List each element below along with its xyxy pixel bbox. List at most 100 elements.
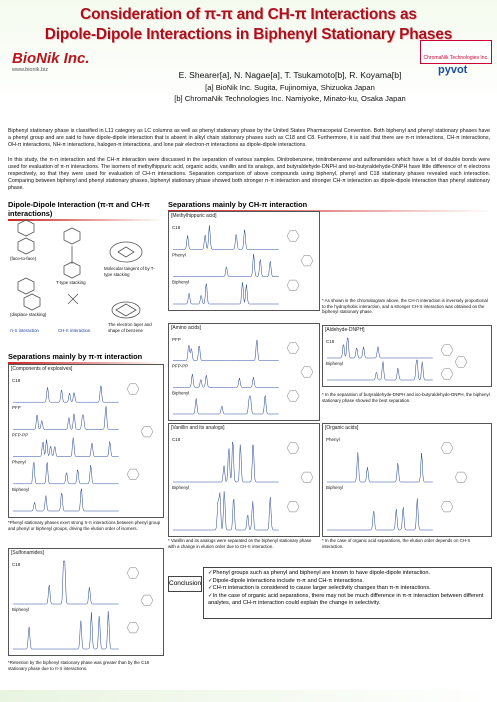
- column-name: Biphenyl: [12, 607, 29, 612]
- column-name: Biphenyl: [172, 280, 189, 285]
- structure: [286, 230, 300, 242]
- panel-label: [Amino acids]: [171, 325, 202, 331]
- chromatograms: C18 Phenyl Biphenyl: [172, 225, 314, 305]
- panel-label: [Vanillin and its analogs]: [171, 425, 225, 431]
- structure: [454, 471, 468, 483]
- diagram: [17, 219, 143, 319]
- column-name: C18: [172, 225, 181, 230]
- structure: [300, 366, 314, 378]
- chromatograms: C18 Biphenyl: [12, 560, 154, 650]
- structure: [286, 279, 300, 291]
- structure: [440, 442, 454, 454]
- chromatogram-panel: [Methylhippuric acid] C18 Phenyl Biphenyl: [168, 211, 320, 311]
- structure: [440, 368, 454, 380]
- structure: [126, 622, 140, 634]
- label: CH-π interaction: [58, 328, 91, 333]
- chromatogram-panel: [Amino acids] PFP PFP-PP Biphenyl: [168, 323, 320, 421]
- trace: [13, 437, 119, 457]
- conclusion-item: ✓Dipole-dipole interactions include π-π …: [208, 577, 364, 584]
- label: The electron layer and shape of benzene: [108, 322, 152, 333]
- trace: [13, 611, 119, 650]
- panel-label: [Components of explosives]: [11, 366, 73, 372]
- trace: [327, 359, 433, 381]
- section-title: Dipole-Dipole Interaction (π-π and CH-π …: [8, 200, 162, 221]
- column-name: Phenyl: [12, 460, 26, 465]
- structure: [286, 501, 300, 513]
- trace: [13, 385, 119, 403]
- column-name: PFP: [172, 337, 181, 342]
- column-name: Phenyl: [326, 437, 340, 442]
- conclusion-item: ✓In the case of organic acid separations…: [208, 592, 484, 607]
- structure: [140, 426, 154, 438]
- panel-label: [Aldehyde-DNPH]: [325, 327, 365, 333]
- section-title: Separations mainly by CH-π interaction: [168, 200, 492, 212]
- column-name: Biphenyl: [326, 485, 343, 490]
- intro: Biphenyl stationary phase is classified …: [8, 128, 490, 148]
- intro: In this study, the π-π interaction and t…: [8, 157, 490, 191]
- logo-url: www.bionik.biz: [12, 67, 49, 73]
- trace: [327, 498, 433, 531]
- column-name: Biphenyl: [172, 390, 189, 395]
- authors: E. Shearer[a], N. Nagae[a], T. Tsukamoto…: [178, 70, 402, 80]
- trace: [327, 337, 433, 359]
- chromatogram-panel: [Vanillin and its analogs] C18 Biphenyl: [168, 423, 320, 537]
- column-name: PFP-PP: [172, 364, 188, 369]
- note: * In the case of organic acid separation…: [322, 538, 471, 549]
- column-name: Biphenyl: [326, 361, 343, 366]
- column-name: C18: [172, 437, 181, 442]
- label: (face-to-face): [10, 256, 37, 261]
- column-name: C18: [12, 378, 21, 383]
- structure: [126, 383, 140, 395]
- panel-label: [Organic acids]: [325, 425, 359, 431]
- dipole-diagram: (face-to-face) T-type stacking Molecular…: [8, 212, 162, 342]
- trace: [173, 441, 279, 483]
- logo: BioNik Inc. www.bionik.biz: [12, 50, 122, 80]
- structure: [300, 471, 314, 483]
- chromatograms: C18 PFP PFP-PP Phenyl Biphenyl: [12, 378, 154, 512]
- column-name: Phenyl: [172, 252, 186, 257]
- structure: [440, 344, 454, 356]
- chromatogram-panel: [Organic acids] Phenyl Biphenyl: [322, 423, 492, 537]
- conclusion-label: Conclusion: [168, 576, 202, 592]
- structure: [286, 442, 300, 454]
- title: Consideration of π-π and CH-π Interactio…: [80, 6, 417, 23]
- note: * As shown in the chromatogram above, th…: [322, 298, 488, 315]
- conclusion: ✓Phenyl groups such as phenyl and biphen…: [203, 567, 492, 619]
- trace: [13, 406, 119, 430]
- trace: [173, 282, 279, 305]
- chromatogram-panel: [Components of explosives] C18 PFP PFP-PP Ph…: [8, 364, 164, 518]
- trace: [173, 394, 279, 415]
- trace: [172, 339, 279, 361]
- trace: [172, 254, 279, 277]
- label: π-π interaction: [10, 328, 39, 333]
- column-name: PFP: [12, 405, 21, 410]
- structure: [286, 342, 300, 354]
- label: (displace stacking): [10, 312, 47, 317]
- section-title: Separations mainly by π-π interaction: [8, 352, 162, 364]
- footer-band: [0, 690, 497, 702]
- note: * In the separation of butyraldehyde-DNP…: [322, 392, 490, 403]
- chromatogram-panel: [Aldehyde-DNPH] C18 Biphenyl: [322, 325, 492, 387]
- logo: pyvot: [438, 64, 468, 76]
- chromatograms: C18 Biphenyl: [172, 437, 314, 531]
- affiliation: [b] ChromaNik Technologies Inc. Namiyoke…: [174, 94, 406, 103]
- panel-label: [Methylhippuric acid]: [171, 213, 217, 219]
- column-name: Biphenyl: [172, 485, 189, 490]
- structure: [300, 255, 314, 267]
- chromatogram-panel: [Sulfonamides] C18 Biphenyl: [8, 548, 164, 656]
- structure: [126, 468, 140, 480]
- label: Molecular tangent of by T-type stacking: [104, 266, 155, 277]
- chromatograms: PFP PFP-PP Biphenyl: [172, 337, 314, 415]
- title: Dipole-Dipole Interactions in Biphenyl S…: [44, 26, 453, 43]
- trace: [172, 225, 279, 250]
- structure: [140, 594, 154, 606]
- trace: [13, 560, 119, 605]
- label: T-type stacking: [56, 280, 86, 285]
- note: * Vanillin and its analogs were separate…: [168, 538, 312, 549]
- chromatograms: C18 Biphenyl: [326, 337, 468, 381]
- header: [0, 0, 497, 106]
- trace: [172, 374, 279, 388]
- trace: [13, 461, 119, 485]
- conclusion-item: ✓Phenyl groups such as phenyl and biphen…: [208, 570, 431, 576]
